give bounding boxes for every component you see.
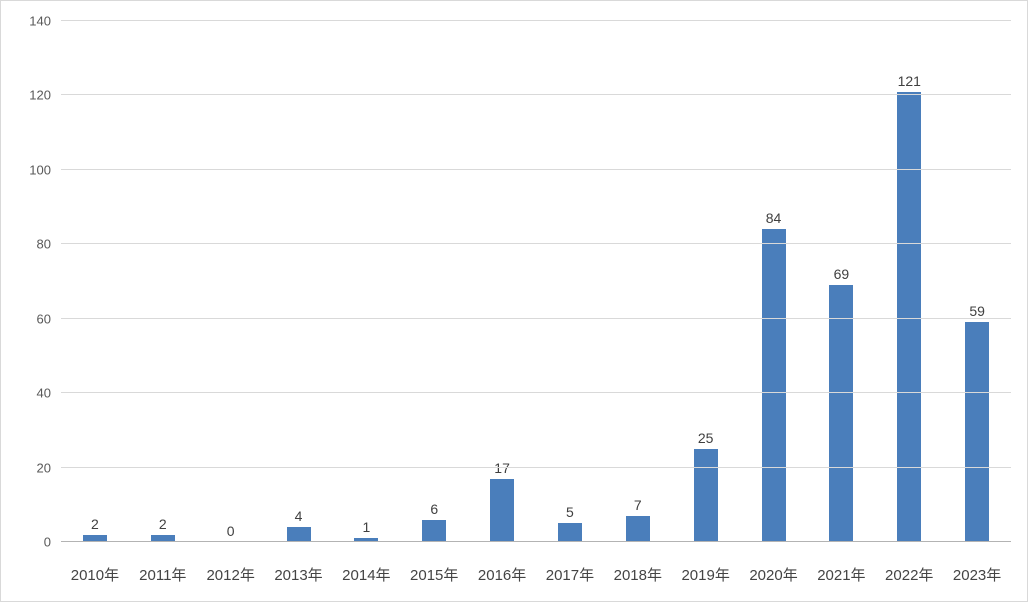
bar bbox=[286, 527, 311, 542]
bar-value-label: 59 bbox=[969, 303, 985, 320]
y-tick-label: 140 bbox=[29, 13, 51, 29]
y-tick-label: 20 bbox=[36, 460, 51, 476]
x-tick-label: 2011年 bbox=[139, 567, 187, 584]
bar-column: 1 bbox=[332, 21, 400, 542]
gridline bbox=[61, 392, 1011, 394]
bar bbox=[625, 515, 650, 542]
x-tick-label: 2021年 bbox=[817, 567, 866, 584]
bar-column: 4 bbox=[265, 21, 333, 542]
y-tick-label: 100 bbox=[29, 162, 51, 178]
bar-value-label: 2 bbox=[158, 515, 167, 532]
bar-column: 2 bbox=[61, 21, 129, 542]
y-tick-label: 0 bbox=[43, 534, 51, 550]
bar-column: 6 bbox=[400, 21, 468, 542]
bar-value-label: 6 bbox=[430, 500, 439, 517]
bar-value-label: 25 bbox=[697, 429, 714, 446]
x-tick-label: 2013年 bbox=[274, 567, 323, 584]
y-tick-label: 40 bbox=[36, 385, 51, 401]
gridline bbox=[61, 168, 1011, 170]
bar bbox=[557, 523, 582, 542]
bar-value-label: 7 bbox=[633, 496, 642, 513]
bars-row: 2 2 0 4 1 6 17 5 7 25 84 69 121 59 bbox=[61, 21, 1011, 542]
bar-column: 69 bbox=[807, 21, 875, 542]
bar bbox=[829, 285, 854, 542]
x-tick-label: 2018年 bbox=[613, 567, 662, 584]
bar bbox=[422, 519, 447, 542]
x-tick-label: 2019年 bbox=[681, 567, 730, 584]
x-tick-label: 2012年 bbox=[206, 567, 255, 584]
bar-column: 121 bbox=[875, 21, 943, 542]
bar bbox=[965, 322, 990, 542]
bar bbox=[354, 538, 379, 542]
bar-value-label: 1 bbox=[362, 519, 371, 536]
bar-value-label: 0 bbox=[226, 523, 235, 539]
bar-value-label: 4 bbox=[294, 508, 303, 525]
x-tick-label: 2020年 bbox=[749, 567, 798, 584]
bar-value-label: 69 bbox=[833, 266, 850, 283]
bar-column: 59 bbox=[943, 21, 1011, 542]
bar-value-label: 2 bbox=[91, 515, 99, 532]
x-tick-label: 2017年 bbox=[545, 567, 595, 584]
bar-column: 5 bbox=[536, 21, 604, 542]
gridline bbox=[61, 20, 1011, 21]
bar-column: 0 bbox=[197, 21, 265, 542]
plot-area: 2 2 0 4 1 6 17 5 7 25 84 69 121 59 0 20 40 60 80 100 120 140 bbox=[29, 14, 1011, 550]
x-tick-label: 2014年 bbox=[342, 567, 391, 584]
bar-column: 25 bbox=[672, 21, 740, 542]
bar-column: 17 bbox=[468, 21, 536, 542]
bar-value-label: 84 bbox=[765, 210, 782, 227]
bar bbox=[150, 534, 175, 542]
bar bbox=[693, 448, 718, 542]
x-tick-label: 2010年 bbox=[70, 567, 120, 584]
bar-value-label: 5 bbox=[566, 504, 574, 521]
y-tick-label: 120 bbox=[29, 87, 51, 103]
bar-value-label: 17 bbox=[494, 459, 510, 476]
bar bbox=[490, 478, 515, 542]
x-tick-label: 2016年 bbox=[477, 567, 527, 584]
gridline bbox=[61, 317, 1011, 319]
gridline bbox=[61, 243, 1011, 245]
bar bbox=[761, 229, 786, 542]
bar-value-label: 121 bbox=[897, 72, 921, 89]
bar bbox=[82, 534, 107, 542]
gridline bbox=[61, 466, 1011, 468]
x-tick-label: 2015年 bbox=[410, 567, 459, 584]
x-tick-label: 2023年 bbox=[952, 567, 1002, 584]
x-tick-label: 2022年 bbox=[885, 567, 934, 584]
x-axis-labels: 2010年 2011年 2012年 2013年 2014年 2015年 2016年 2017年… bbox=[61, 563, 1011, 589]
x-axis-line bbox=[61, 541, 1011, 542]
gridline bbox=[61, 94, 1011, 96]
y-tick-label: 60 bbox=[36, 311, 51, 327]
bar-column: 84 bbox=[740, 21, 808, 542]
bar-column: 2 bbox=[129, 21, 197, 542]
y-tick-label: 80 bbox=[36, 236, 51, 252]
bar-column: 7 bbox=[604, 21, 672, 542]
